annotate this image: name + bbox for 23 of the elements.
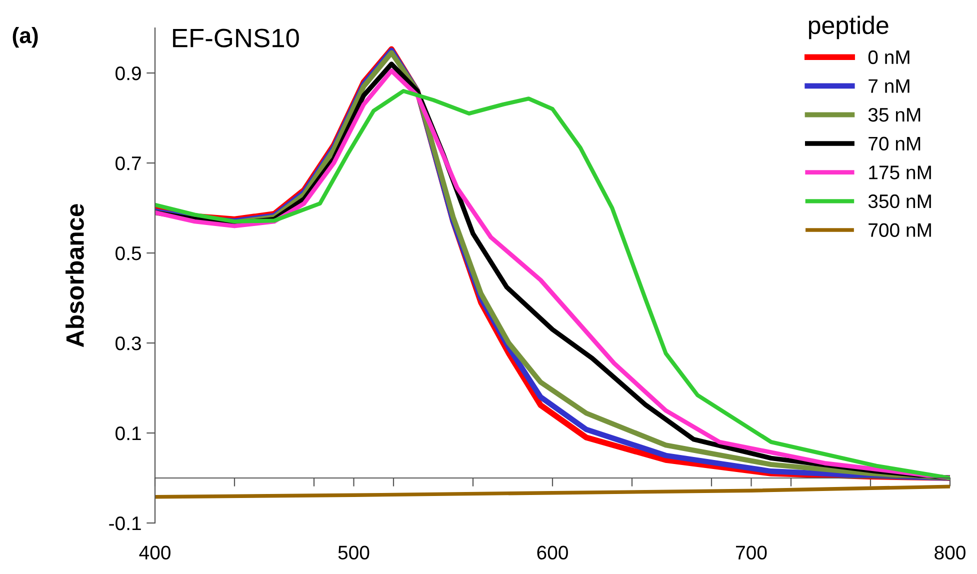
x-tick-label: 700 xyxy=(736,546,767,560)
legend-label: 35 nM xyxy=(868,108,920,122)
x-tick-label: 800 xyxy=(934,546,966,560)
legend-label: 70 nM xyxy=(868,136,920,151)
y-axis-title: Absorbance xyxy=(66,204,84,348)
legend-label: 175 nM xyxy=(869,166,931,180)
legend-label: 7 nM xyxy=(868,79,910,93)
y-tick-label: 0.7 xyxy=(116,156,141,170)
legend-title: peptide xyxy=(808,16,888,40)
line-series xyxy=(155,484,950,499)
x-tick-label: 400 xyxy=(139,546,170,560)
y-tick-label: 0.1 xyxy=(116,426,141,440)
y-tick-label: -0.1 xyxy=(109,516,141,530)
legend-label: 350 nM xyxy=(868,194,931,208)
text: (a) xyxy=(12,26,38,48)
y-tick-label: 0.3 xyxy=(116,336,141,350)
x-tick-label: 600 xyxy=(537,546,568,560)
x-tick-label: 500 xyxy=(338,546,370,560)
legend-label: 700 nM xyxy=(868,223,931,238)
y-tick-label: 0.9 xyxy=(116,66,141,80)
y-tick-label: 0.5 xyxy=(116,246,141,260)
legend-label: 0 nM xyxy=(868,50,910,64)
chart-title: EF-GNS10 xyxy=(173,28,299,48)
